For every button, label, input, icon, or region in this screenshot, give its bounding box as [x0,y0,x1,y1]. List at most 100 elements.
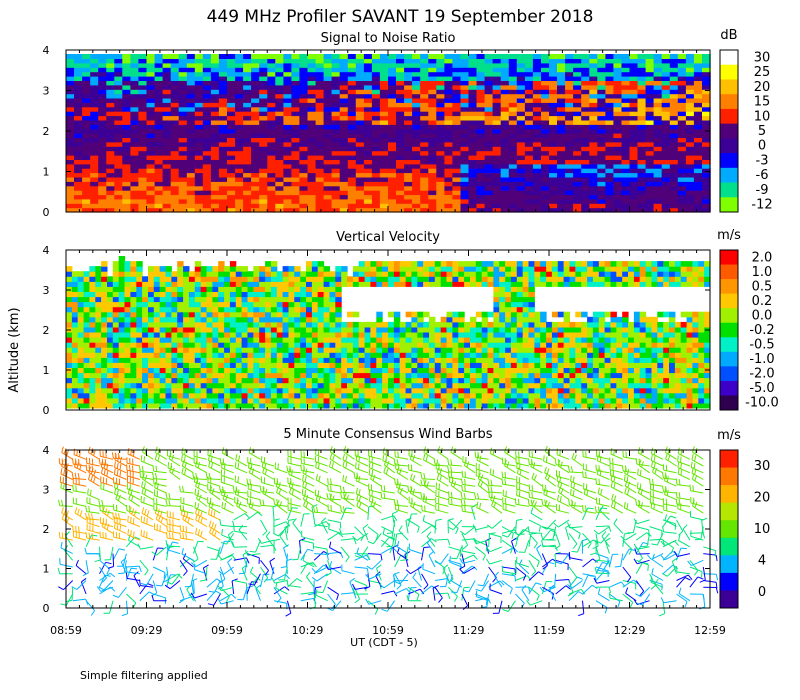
snr-cell [194,163,204,169]
snr-cell [154,97,164,103]
snr-cell [130,84,140,90]
w-cell [405,362,412,368]
snr-cell [210,150,220,156]
w-cell [288,321,295,328]
w-cell [77,342,85,348]
snr-cell [331,155,341,160]
w-cell [270,291,278,298]
w-cell [452,357,459,363]
w-cell [224,377,231,384]
w-cell [306,266,313,272]
snr-cell [444,141,454,147]
snr-cell [283,115,293,121]
snr-cell [339,207,349,213]
snr-cell [629,172,639,178]
w-cell [311,261,319,267]
w-cell [434,326,442,333]
snr-cell [251,58,260,64]
colorbar-swatch [720,50,738,66]
snr-cell [484,198,494,204]
snr-cell [170,102,180,108]
w-cell [188,321,196,328]
snr-cell [74,207,83,213]
snr-cell [98,181,107,187]
snr-cell [645,54,655,59]
w-cell [89,276,96,282]
snr-cell [613,150,623,156]
w-cell [265,326,272,333]
snr-cell [283,185,293,191]
snr-cell [178,181,188,187]
w-cell [323,357,330,363]
snr-cell [251,80,260,86]
snr-cell [388,71,397,77]
snr-cell [645,203,655,209]
snr-cell [291,181,301,187]
snr-cell [106,93,115,99]
snr-cell [420,181,429,187]
snr-cell [589,76,598,81]
w-cell [434,321,442,328]
w-cell [118,382,126,389]
w-cell [165,332,172,338]
snr-cell [162,58,172,64]
snr-cell [202,176,212,182]
w-cell [317,357,325,363]
w-cell [83,362,90,368]
w-cell [153,392,161,399]
w-cell [112,261,120,267]
snr-cell [130,67,140,73]
snr-cell [702,194,711,200]
snr-cell [476,185,486,191]
snr-cell [210,137,220,143]
w-cell [335,301,342,308]
snr-cell [122,190,131,196]
w-cell [317,271,325,277]
snr-cell [597,54,606,59]
snr-cell [74,128,83,134]
w-cell [499,372,506,379]
snr-cell [90,54,99,59]
w-cell [241,367,248,374]
snr-cell [484,141,494,147]
snr-cell [275,62,284,68]
snr-cell [363,58,373,64]
snr-cell [355,97,365,103]
snr-cell [66,207,75,213]
snr-cell [138,124,148,130]
w-cell [282,342,289,348]
snr-cell [138,89,148,95]
snr-cell [299,106,309,112]
snr-cell [363,194,373,200]
w-cell [118,281,126,287]
snr-cell [379,93,389,99]
snr-cell [98,106,107,112]
snr-cell [629,54,639,59]
snr-cell [589,71,598,77]
snr-cell [291,97,301,103]
snr-cell [581,133,590,138]
snr-cell [492,111,502,117]
figure-title: 449 MHz Profiler SAVANT 19 September 201… [207,7,594,27]
w-cell [464,382,471,389]
w-cell [306,342,313,348]
snr-cell [339,159,349,165]
snr-cell [259,54,268,59]
snr-cell [251,168,260,174]
snr-cell [122,89,131,95]
w-cell [270,352,278,358]
w-cell [288,291,295,298]
snr-cell [661,155,671,160]
snr-cell [371,185,381,191]
snr-cell [412,203,421,209]
w-cell [335,306,342,313]
snr-cell [468,163,478,169]
snr-cell [355,133,365,138]
w-cell [382,337,389,343]
snr-cell [388,106,397,112]
w-cell [101,367,108,374]
w-cell [475,276,483,282]
snr-cell [235,119,244,125]
w-cell [300,271,307,277]
w-cell [370,332,377,338]
